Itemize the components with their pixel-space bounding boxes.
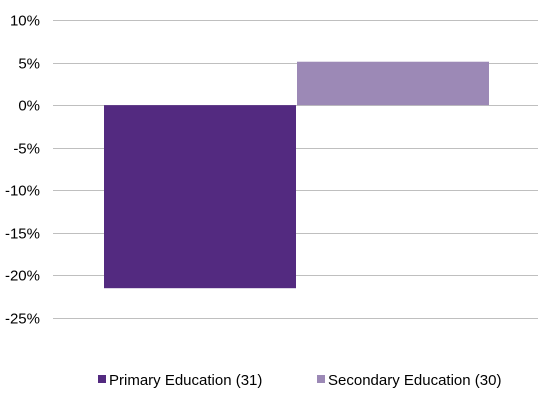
y-tick-label: -15% (5, 226, 40, 243)
y-tick-label: -5% (13, 141, 40, 158)
y-tick-label: -20% (5, 268, 40, 285)
legend-swatch (98, 375, 106, 383)
bars (104, 61, 489, 289)
bar-series-2 (297, 61, 489, 106)
bar-series-1 (104, 105, 296, 289)
legend: Primary Education (31) Secondary Educatio… (98, 372, 501, 389)
y-tick-label: 10% (10, 13, 40, 30)
y-tick-label: 5% (18, 56, 40, 73)
y-tick-label: -10% (5, 183, 40, 200)
y-tick-label: -25% (5, 311, 40, 328)
y-axis-tick-labels: -25% -20% -15% -10% -5% 0% 5% 10% (5, 13, 40, 328)
legend-label: Secondary Education (30) (328, 372, 501, 389)
legend-label: Primary Education (31) (109, 372, 262, 389)
y-tick-label: 0% (18, 98, 40, 115)
legend-swatch (317, 375, 325, 383)
